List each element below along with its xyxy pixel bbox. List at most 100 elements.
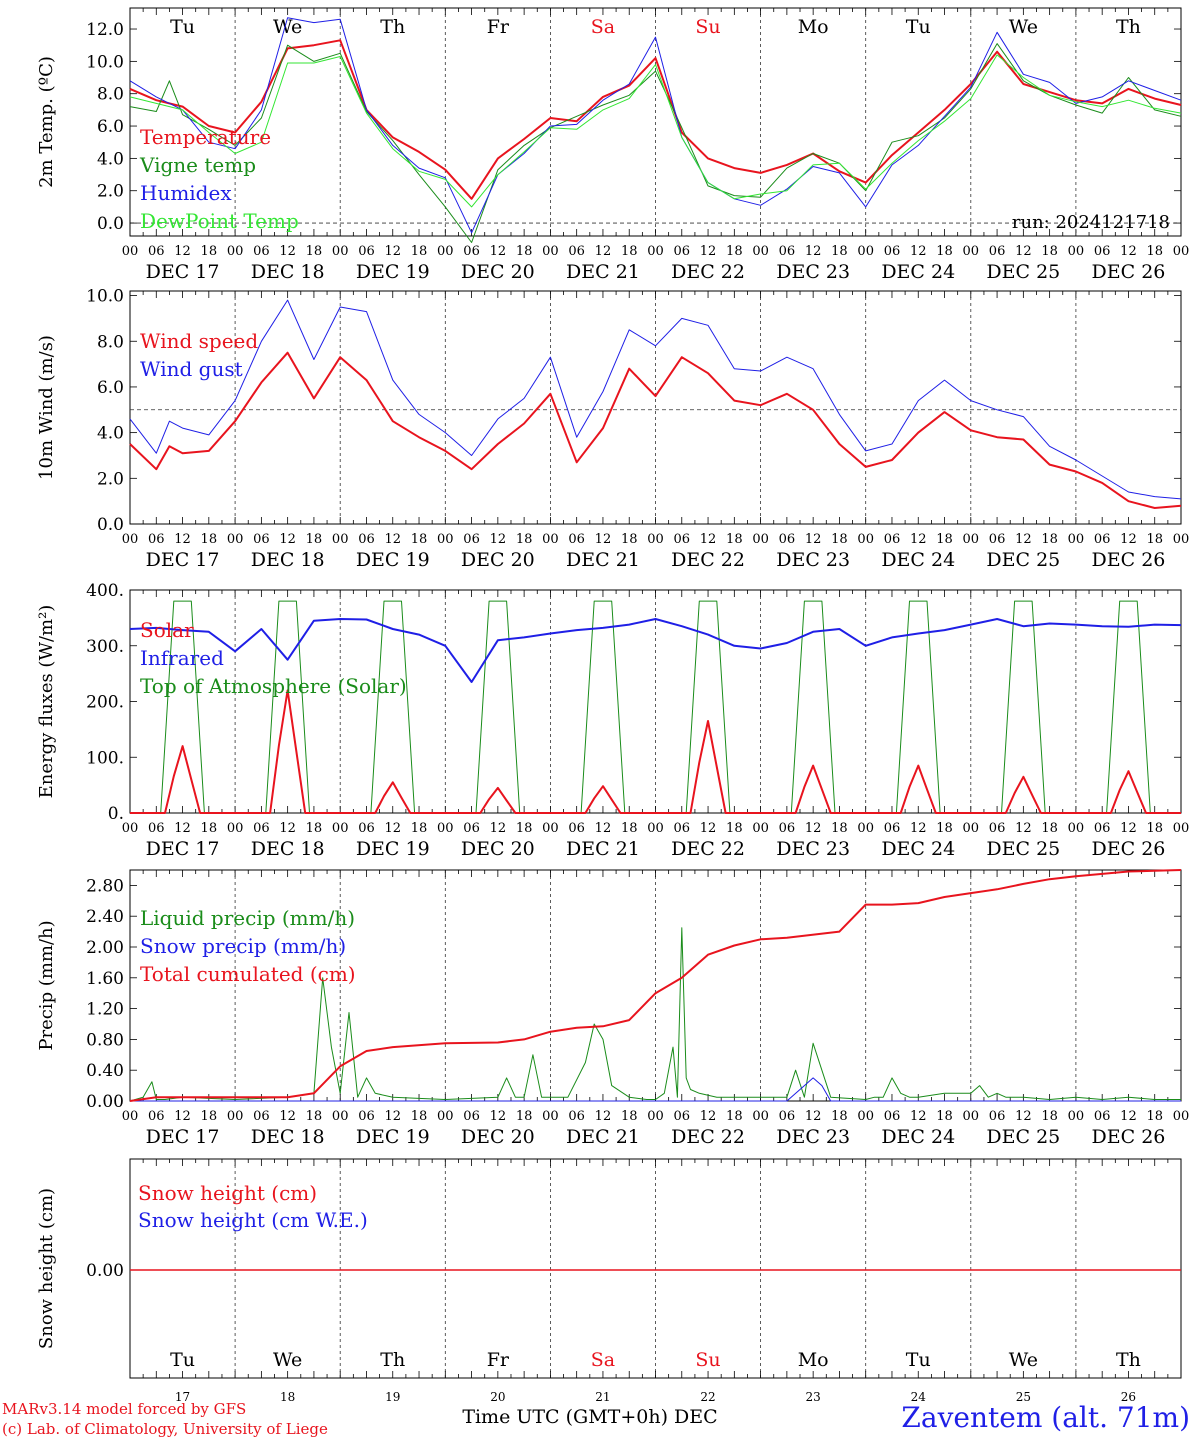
hour-tick-label: 00 xyxy=(1068,244,1085,259)
series-line-infrared xyxy=(129,618,1182,683)
hour-tick-label: 18 xyxy=(621,1109,638,1124)
legend-entry: Total cumulated (cm) xyxy=(140,962,356,986)
legend-entry: Vigne temp xyxy=(139,153,256,177)
hour-tick-label: 12 xyxy=(910,532,927,547)
series-line-dewpoint-temp xyxy=(129,54,1182,208)
date-label: DEC 17 xyxy=(146,838,220,860)
hour-tick-label: 06 xyxy=(568,244,585,259)
hour-tick-label: 12 xyxy=(174,1109,191,1124)
day-name: Tu xyxy=(906,16,931,38)
series-line-humidex xyxy=(129,17,1182,234)
date-label: DEC 19 xyxy=(356,261,430,283)
legend-entry: Temperature xyxy=(140,125,271,149)
day-name: Mo xyxy=(798,16,829,38)
hour-tick-label: 00 xyxy=(647,1109,664,1124)
hour-tick-label: 12 xyxy=(910,244,927,259)
model-credit: MARv3.14 model forced by GFS xyxy=(2,1400,246,1418)
hour-tick-label: 18 xyxy=(831,532,848,547)
date-label: DEC 23 xyxy=(776,838,850,860)
hour-tick-label: 00 xyxy=(122,532,139,547)
hour-tick-label: 06 xyxy=(884,244,901,259)
hour-tick-label: 00 xyxy=(1068,1109,1085,1124)
legend-entry: Snow height (cm W.E.) xyxy=(138,1208,368,1232)
legend-entry: Snow precip (mm/h) xyxy=(140,934,346,958)
bottom-day-number: 20 xyxy=(490,1390,505,1404)
hour-tick-label: 06 xyxy=(463,244,480,259)
legend-entry: Wind speed xyxy=(140,329,258,353)
hour-tick-label: 18 xyxy=(306,821,323,836)
hour-tick-label: 12 xyxy=(805,1109,822,1124)
hour-tick-label: 00 xyxy=(437,532,454,547)
hour-tick-label: 18 xyxy=(936,244,953,259)
hour-tick-label: 18 xyxy=(1041,244,1058,259)
hour-tick-label: 12 xyxy=(1120,821,1137,836)
hour-tick-label: 18 xyxy=(1041,1109,1058,1124)
day-name: We xyxy=(1009,16,1038,38)
series-line-vigne-temp xyxy=(129,43,1182,243)
date-label: DEC 25 xyxy=(986,838,1060,860)
hour-tick-label: 00 xyxy=(227,821,244,836)
hour-tick-label: 12 xyxy=(279,821,296,836)
hour-tick-label: 12 xyxy=(700,1109,717,1124)
hour-tick-label: 12 xyxy=(700,244,717,259)
hour-tick-label: 00 xyxy=(857,1109,874,1124)
hour-tick-label: 00 xyxy=(332,1109,349,1124)
date-label: DEC 23 xyxy=(776,1126,850,1148)
hour-tick-label: 06 xyxy=(463,821,480,836)
y-tick-label: 0.00 xyxy=(86,1092,124,1112)
hour-tick-label: 06 xyxy=(358,244,375,259)
hour-tick-label: 18 xyxy=(1146,821,1163,836)
y-tick-label: 2.40 xyxy=(86,907,124,927)
hour-tick-label: 00 xyxy=(437,821,454,836)
hour-tick-label: 06 xyxy=(568,1109,585,1124)
hour-tick-label: 12 xyxy=(174,244,191,259)
hour-tick-label: 18 xyxy=(201,821,218,836)
date-label: DEC 25 xyxy=(986,549,1060,571)
date-label: DEC 21 xyxy=(566,1126,640,1148)
day-name: Su xyxy=(695,16,720,38)
series-line-wind-gust xyxy=(129,299,1182,500)
legend-entry: DewPoint Temp xyxy=(140,209,299,233)
date-label: DEC 23 xyxy=(776,549,850,571)
hour-tick-label: 00 xyxy=(542,532,559,547)
hour-tick-label: 06 xyxy=(989,821,1006,836)
y-tick-label: 2.0 xyxy=(97,182,124,202)
hour-tick-label: 00 xyxy=(963,244,980,259)
hour-tick-label: 12 xyxy=(1120,244,1137,259)
hour-tick-label: 00 xyxy=(437,1109,454,1124)
hour-tick-label: 06 xyxy=(674,532,691,547)
legend-entry: Snow height (cm) xyxy=(138,1181,317,1205)
date-label: DEC 26 xyxy=(1092,1126,1166,1148)
hour-tick-label: 12 xyxy=(1015,244,1032,259)
hour-tick-label: 12 xyxy=(384,244,401,259)
hour-tick-label: 12 xyxy=(910,1109,927,1124)
hour-tick-label: 00 xyxy=(1173,1109,1190,1124)
hour-tick-label: 18 xyxy=(411,244,428,259)
date-label: DEC 24 xyxy=(881,838,955,860)
hour-tick-label: 12 xyxy=(805,244,822,259)
hour-tick-label: 12 xyxy=(595,821,612,836)
y-tick-label: 200. xyxy=(86,693,124,713)
hour-tick-label: 18 xyxy=(726,532,743,547)
hour-tick-label: 18 xyxy=(516,1109,533,1124)
y-tick-label: 1.60 xyxy=(86,969,124,989)
legend-entry: Humidex xyxy=(140,181,232,205)
hour-tick-label: 18 xyxy=(306,244,323,259)
y-tick-label: 0.0 xyxy=(97,515,124,535)
y-tick-label: 6.0 xyxy=(97,378,124,398)
y-tick-label: 2.00 xyxy=(86,938,124,958)
hour-tick-label: 00 xyxy=(857,821,874,836)
day-name: Sa xyxy=(591,16,615,38)
hour-tick-label: 00 xyxy=(647,821,664,836)
hour-tick-label: 00 xyxy=(1068,821,1085,836)
hour-tick-label: 00 xyxy=(122,821,139,836)
bottom-day-number: 22 xyxy=(700,1390,715,1404)
hour-tick-label: 00 xyxy=(752,244,769,259)
hour-tick-label: 18 xyxy=(621,244,638,259)
hour-tick-label: 00 xyxy=(332,821,349,836)
hour-tick-label: 06 xyxy=(253,821,270,836)
bottom-day-name: Mo xyxy=(798,1349,829,1371)
hour-tick-label: 18 xyxy=(1146,244,1163,259)
y-tick-label: 10.0 xyxy=(86,52,124,72)
hour-tick-label: 00 xyxy=(1173,821,1190,836)
